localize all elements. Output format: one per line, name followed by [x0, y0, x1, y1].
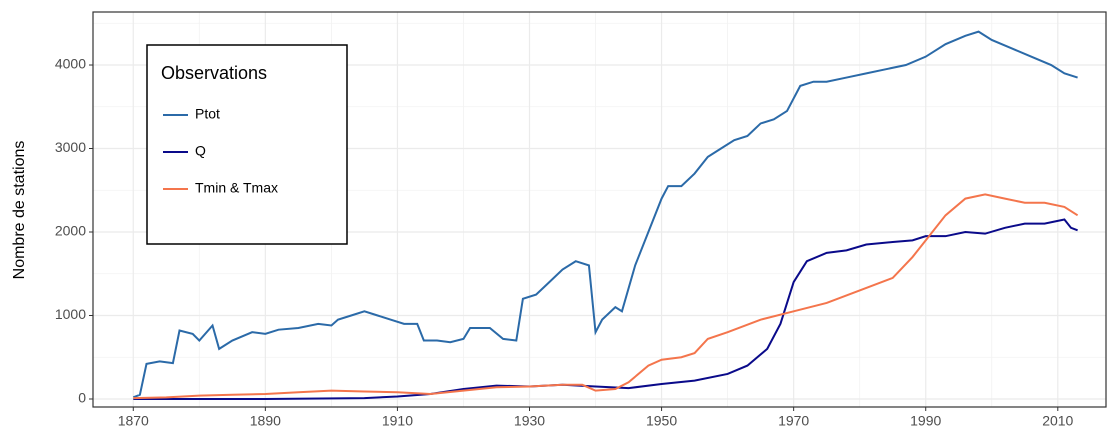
- y-tick-label: 3000: [55, 139, 86, 155]
- series-line: [132, 30, 1078, 399]
- legend-label: Ptot: [195, 106, 220, 122]
- y-tick-label: 4000: [55, 56, 86, 72]
- y-tick-label: 0: [78, 390, 86, 406]
- y-tick-label: 1000: [55, 306, 86, 322]
- x-tick-label: 1950: [646, 413, 677, 429]
- legend-label: Tmin & Tmax: [195, 180, 278, 196]
- legend-label: Q: [195, 143, 206, 159]
- x-tick-label: 1930: [514, 413, 545, 429]
- plot-border: [92, 11, 1107, 408]
- y-tick-label: 2000: [55, 223, 86, 239]
- x-tick-label: 1990: [910, 413, 941, 429]
- x-tick-label: 1910: [382, 413, 413, 429]
- x-tick-label: 1970: [778, 413, 809, 429]
- x-tick-label: 1890: [250, 413, 281, 429]
- series-line: [133, 193, 1079, 400]
- series-line: [133, 218, 1078, 400]
- x-tick-label: 2010: [1042, 413, 1073, 429]
- legend-box: [146, 44, 348, 245]
- legend-title: Observations: [161, 63, 267, 83]
- y-axis-label: Nombre de stations: [11, 141, 28, 280]
- x-tick-label: 1870: [118, 413, 149, 429]
